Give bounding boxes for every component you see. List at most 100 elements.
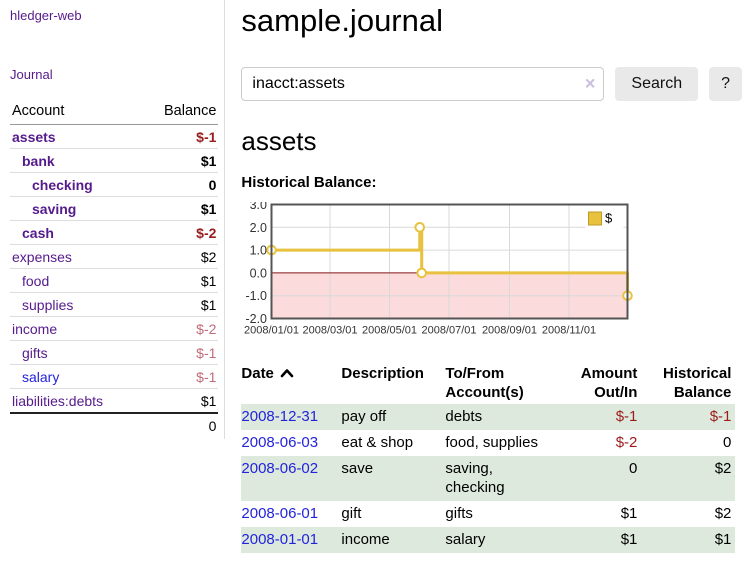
brand-link[interactable]: hledger-web bbox=[10, 8, 82, 23]
account-row: bank $1 bbox=[10, 148, 219, 173]
accounts-header-balance: Balance bbox=[140, 101, 219, 125]
sidebar-account-link[interactable]: food bbox=[22, 272, 50, 289]
legend-swatch bbox=[588, 211, 603, 226]
historical-balance-chart: $3.0 2.0 1.0 0.0 -1.0 -2.0 2008/01/01 2008/03/0… bbox=[241, 198, 742, 345]
description-cell: eat & shop bbox=[341, 434, 414, 452]
y-axis-tick-label: 2.0 bbox=[250, 221, 267, 235]
amount-cell: $1 bbox=[620, 505, 638, 523]
sort-ascending-icon bbox=[280, 364, 294, 383]
page-title: sample.journal bbox=[241, 3, 443, 38]
accounts-cell: saving, checking bbox=[445, 460, 505, 497]
transaction-date-link[interactable]: 2008-06-02 bbox=[241, 460, 319, 478]
sidebar-account-link[interactable]: checking bbox=[32, 176, 93, 193]
description-cell: save bbox=[341, 460, 374, 478]
column-header-amount: Amount Out/In bbox=[580, 365, 638, 402]
account-row: food $1 bbox=[10, 268, 219, 293]
search-button[interactable]: Search bbox=[615, 67, 699, 102]
sidebar-account-balance: $1 bbox=[140, 196, 219, 221]
description-cell: gift bbox=[341, 505, 362, 523]
sidebar-account-balance: $-1 bbox=[140, 124, 219, 149]
accounts-cell: salary bbox=[445, 531, 486, 549]
column-header-accounts: To/From Account(s) bbox=[445, 365, 524, 402]
transaction-date-link[interactable]: 2008-12-31 bbox=[241, 408, 319, 426]
register-row: 2008-12-31 pay off debts $-1 $-1 bbox=[241, 404, 736, 431]
amount-cell: $-1 bbox=[615, 408, 638, 426]
accounts-table: Account Balance assets $-1 bank $1 checking 0… bbox=[10, 101, 219, 437]
sidebar-account-link[interactable]: liabilities:debts bbox=[12, 392, 104, 409]
sidebar-account-link[interactable]: saving bbox=[32, 200, 77, 217]
account-row: income $-2 bbox=[10, 316, 219, 341]
x-axis-tick-label: 2008/07/01 bbox=[422, 325, 477, 337]
account-row: checking 0 bbox=[10, 172, 219, 197]
sidebar-account-balance: $-2 bbox=[140, 316, 219, 341]
y-axis-tick-label: 3.0 bbox=[250, 202, 267, 212]
balance-cell: $2 bbox=[714, 460, 732, 478]
sidebar-account-link[interactable]: income bbox=[12, 320, 58, 337]
app-layout: hledger-web Journal Account Balance asse… bbox=[0, 0, 742, 554]
search-input[interactable] bbox=[241, 67, 605, 102]
sidebar-account-balance: $1 bbox=[140, 268, 219, 293]
account-row: salary $-1 bbox=[10, 364, 219, 389]
data-point-marker bbox=[414, 222, 426, 233]
amount-cell: $-2 bbox=[615, 434, 638, 452]
main-content: sample.journal × Search ? assets Histori… bbox=[225, 0, 742, 554]
y-axis-tick-label: -1.0 bbox=[246, 289, 268, 303]
column-header-date[interactable]: Date bbox=[241, 362, 337, 404]
y-axis-tick-label: 1.0 bbox=[250, 244, 267, 258]
description-cell: pay off bbox=[341, 408, 387, 426]
transaction-date-link[interactable]: 2008-06-01 bbox=[241, 505, 319, 523]
x-axis-tick-label: 2008/11/01 bbox=[542, 325, 596, 337]
sidebar-account-link[interactable]: assets bbox=[12, 128, 56, 145]
x-axis-tick-label: 2008/09/01 bbox=[482, 325, 537, 337]
accounts-header-row: Account Balance bbox=[10, 101, 219, 125]
sidebar-account-balance: $-2 bbox=[140, 220, 219, 245]
data-point-marker bbox=[416, 267, 428, 279]
register-row: 2008-06-01 gift gifts $1 $2 bbox=[241, 501, 735, 527]
sidebar-account-link[interactable]: supplies bbox=[22, 296, 74, 313]
x-axis-tick-label: 2008/05/01 bbox=[362, 325, 417, 337]
account-row: assets $-1 bbox=[10, 124, 219, 149]
sidebar: hledger-web Journal Account Balance asse… bbox=[0, 0, 226, 439]
sidebar-account-balance: $2 bbox=[140, 244, 219, 269]
clear-search-icon[interactable]: × bbox=[584, 73, 596, 94]
y-axis-tick-label: -2.0 bbox=[246, 312, 268, 326]
sidebar-account-balance: $1 bbox=[140, 292, 219, 317]
sidebar-item-journal[interactable]: Journal bbox=[10, 67, 53, 82]
sidebar-account-balance: $-1 bbox=[140, 340, 219, 365]
account-row: expenses $2 bbox=[10, 244, 219, 269]
sidebar-account-link[interactable]: cash bbox=[22, 224, 54, 241]
description-cell: income bbox=[341, 531, 390, 549]
y-axis-tick-label: 0.0 bbox=[250, 267, 267, 281]
accounts-cell: debts bbox=[445, 408, 483, 426]
register-header-row: Date Description To/From Account(s) Amou… bbox=[241, 362, 735, 404]
search-form: × Search ? bbox=[241, 67, 742, 102]
legend-series-label: $ bbox=[605, 211, 613, 226]
account-row: gifts $-1 bbox=[10, 340, 219, 365]
column-header-balance: Historical Balance bbox=[663, 365, 732, 402]
x-axis-tick-label: 2008/01/01 bbox=[244, 325, 299, 337]
register-row: 2008-01-01 income salary $1 $1 bbox=[241, 527, 736, 554]
transaction-date-link[interactable]: 2008-06-03 bbox=[241, 434, 319, 452]
sidebar-account-link[interactable]: expenses bbox=[12, 248, 72, 265]
help-button[interactable]: ? bbox=[709, 67, 742, 102]
register-table: Date Description To/From Account(s) Amou… bbox=[241, 362, 736, 554]
amount-cell: 0 bbox=[629, 460, 638, 478]
account-row: cash $-2 bbox=[10, 220, 219, 245]
sidebar-account-balance: 0 bbox=[140, 172, 219, 197]
sidebar-account-link[interactable]: gifts bbox=[22, 344, 48, 361]
amount-cell: $1 bbox=[620, 531, 638, 549]
sidebar-account-balance: $-1 bbox=[140, 364, 219, 389]
plot-border bbox=[270, 203, 629, 320]
balance-cell: $2 bbox=[714, 505, 732, 523]
account-title: assets bbox=[241, 126, 317, 157]
account-row: liabilities:debts $1 bbox=[10, 388, 219, 414]
accounts-cell: gifts bbox=[445, 505, 473, 523]
sidebar-account-link[interactable]: salary bbox=[22, 368, 60, 385]
sidebar-account-link[interactable]: bank bbox=[22, 152, 55, 169]
register-row: 2008-06-02 save saving, checking 0 $2 bbox=[241, 456, 736, 502]
account-row: supplies $1 bbox=[10, 292, 219, 317]
accounts-total-row: 0 bbox=[10, 412, 219, 437]
transaction-date-link[interactable]: 2008-01-01 bbox=[241, 531, 319, 549]
accounts-cell: food, supplies bbox=[445, 434, 538, 452]
